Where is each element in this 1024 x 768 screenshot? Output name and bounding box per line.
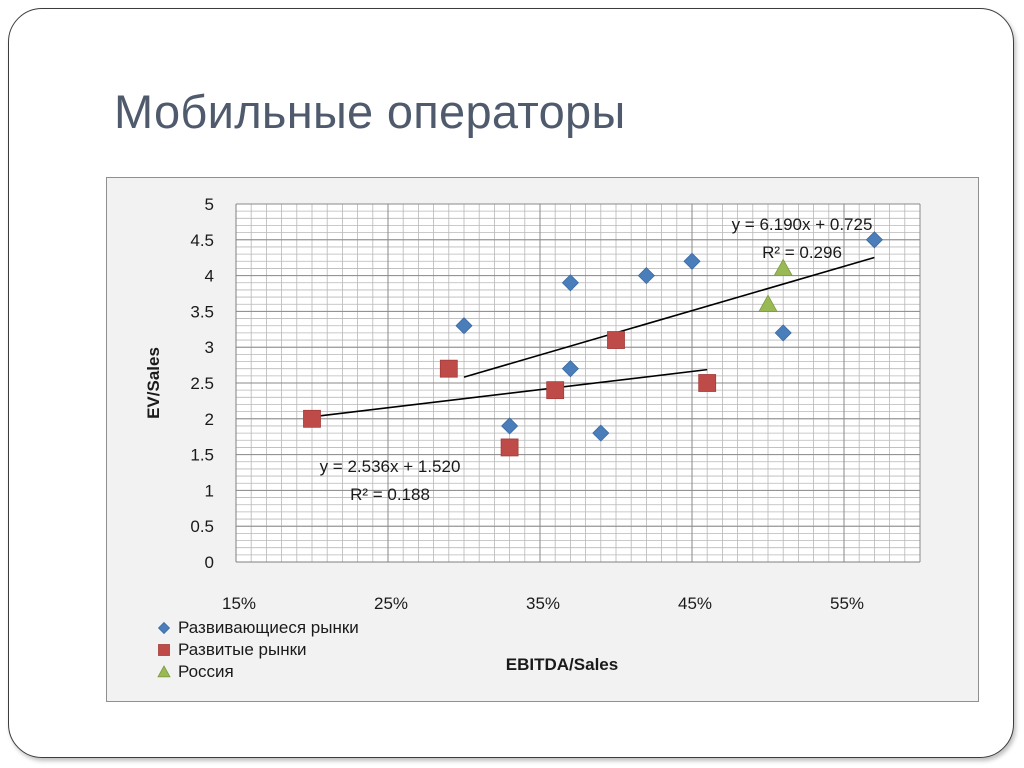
trendline-r2-0: R² = 0.296 bbox=[762, 243, 842, 262]
x-tick-label: 15% bbox=[222, 594, 256, 613]
chart-legend: Развивающиеся рынки Развитые рынки Россия bbox=[150, 617, 359, 683]
data-point-1-2 bbox=[500, 438, 519, 457]
y-tick-label: 0 bbox=[205, 553, 214, 572]
data-point-0-2 bbox=[561, 274, 579, 292]
legend-marker-shape bbox=[157, 665, 171, 678]
trendline-1 bbox=[311, 368, 708, 418]
data-point-1-3 bbox=[546, 381, 565, 400]
y-tick-label: 4 bbox=[205, 267, 214, 286]
trendline-0 bbox=[463, 256, 875, 378]
legend-marker-square-icon bbox=[150, 642, 178, 658]
x-tick-label: 35% bbox=[526, 594, 560, 613]
x-tick-label: 25% bbox=[374, 594, 408, 613]
trendline-equation-0: y = 6.190x + 0.725 bbox=[732, 215, 873, 234]
data-point-1-5 bbox=[698, 374, 717, 392]
legend-item: Развитые рынки bbox=[150, 639, 359, 661]
y-tick-label: 3 bbox=[205, 338, 214, 357]
legend-label: Россия bbox=[178, 662, 234, 681]
data-point-0-3 bbox=[561, 360, 579, 378]
legend-item: Развивающиеся рынки bbox=[150, 617, 359, 639]
data-point-0-5 bbox=[637, 267, 655, 285]
grid bbox=[235, 203, 921, 563]
data-point-2-0 bbox=[758, 294, 778, 312]
data-point-0-1 bbox=[501, 417, 519, 435]
data-point-1-4 bbox=[607, 331, 625, 349]
y-tick-label: 1.5 bbox=[190, 446, 214, 465]
x-axis-title: EBITDA/Sales bbox=[506, 655, 618, 674]
data-points bbox=[303, 231, 883, 457]
legend-label: Развивающиеся рынки bbox=[178, 618, 359, 637]
axes bbox=[235, 204, 920, 563]
legend-marker-shape bbox=[157, 621, 171, 635]
slide-title: Мобильные операторы bbox=[114, 85, 626, 138]
data-point-1-1 bbox=[439, 359, 458, 378]
legend-marker-shape bbox=[158, 644, 170, 656]
legend-marker-diamond-icon bbox=[150, 620, 178, 636]
data-point-0-0 bbox=[455, 317, 473, 335]
y-axis-title: EV/Sales bbox=[144, 347, 163, 419]
x-tick-label: 55% bbox=[830, 594, 864, 613]
x-tick-label: 45% bbox=[678, 594, 712, 613]
legend-item: Россия bbox=[150, 661, 359, 683]
legend-marker-triangle-icon bbox=[150, 664, 178, 680]
y-tick-label: 3.5 bbox=[190, 302, 214, 321]
chart-labels: 0 0.5 1 1.5 2 2.5 3 3.5 4 4.5 5 15% 25% 35% 45% 55% EV/S… bbox=[144, 195, 872, 674]
y-tick-label: 0.5 bbox=[190, 517, 214, 536]
legend-label: Развитые рынки bbox=[178, 640, 307, 659]
data-point-2-1 bbox=[773, 258, 793, 277]
y-tick-label: 2 bbox=[205, 410, 214, 429]
data-point-0-6 bbox=[683, 252, 701, 270]
y-tick-label: 1 bbox=[205, 481, 214, 500]
data-point-1-0 bbox=[303, 409, 321, 428]
trendline-equation-1: y = 2.536x + 1.520 bbox=[320, 457, 461, 476]
trendline-r2-1: R² = 0.188 bbox=[350, 485, 430, 504]
data-point-0-7 bbox=[774, 324, 792, 342]
y-tick-label: 5 bbox=[205, 195, 214, 214]
data-point-0-8 bbox=[865, 231, 883, 249]
trendlines bbox=[311, 256, 875, 418]
data-point-0-4 bbox=[592, 424, 610, 442]
y-tick-label: 2.5 bbox=[190, 374, 214, 393]
y-tick-label: 4.5 bbox=[190, 231, 214, 250]
